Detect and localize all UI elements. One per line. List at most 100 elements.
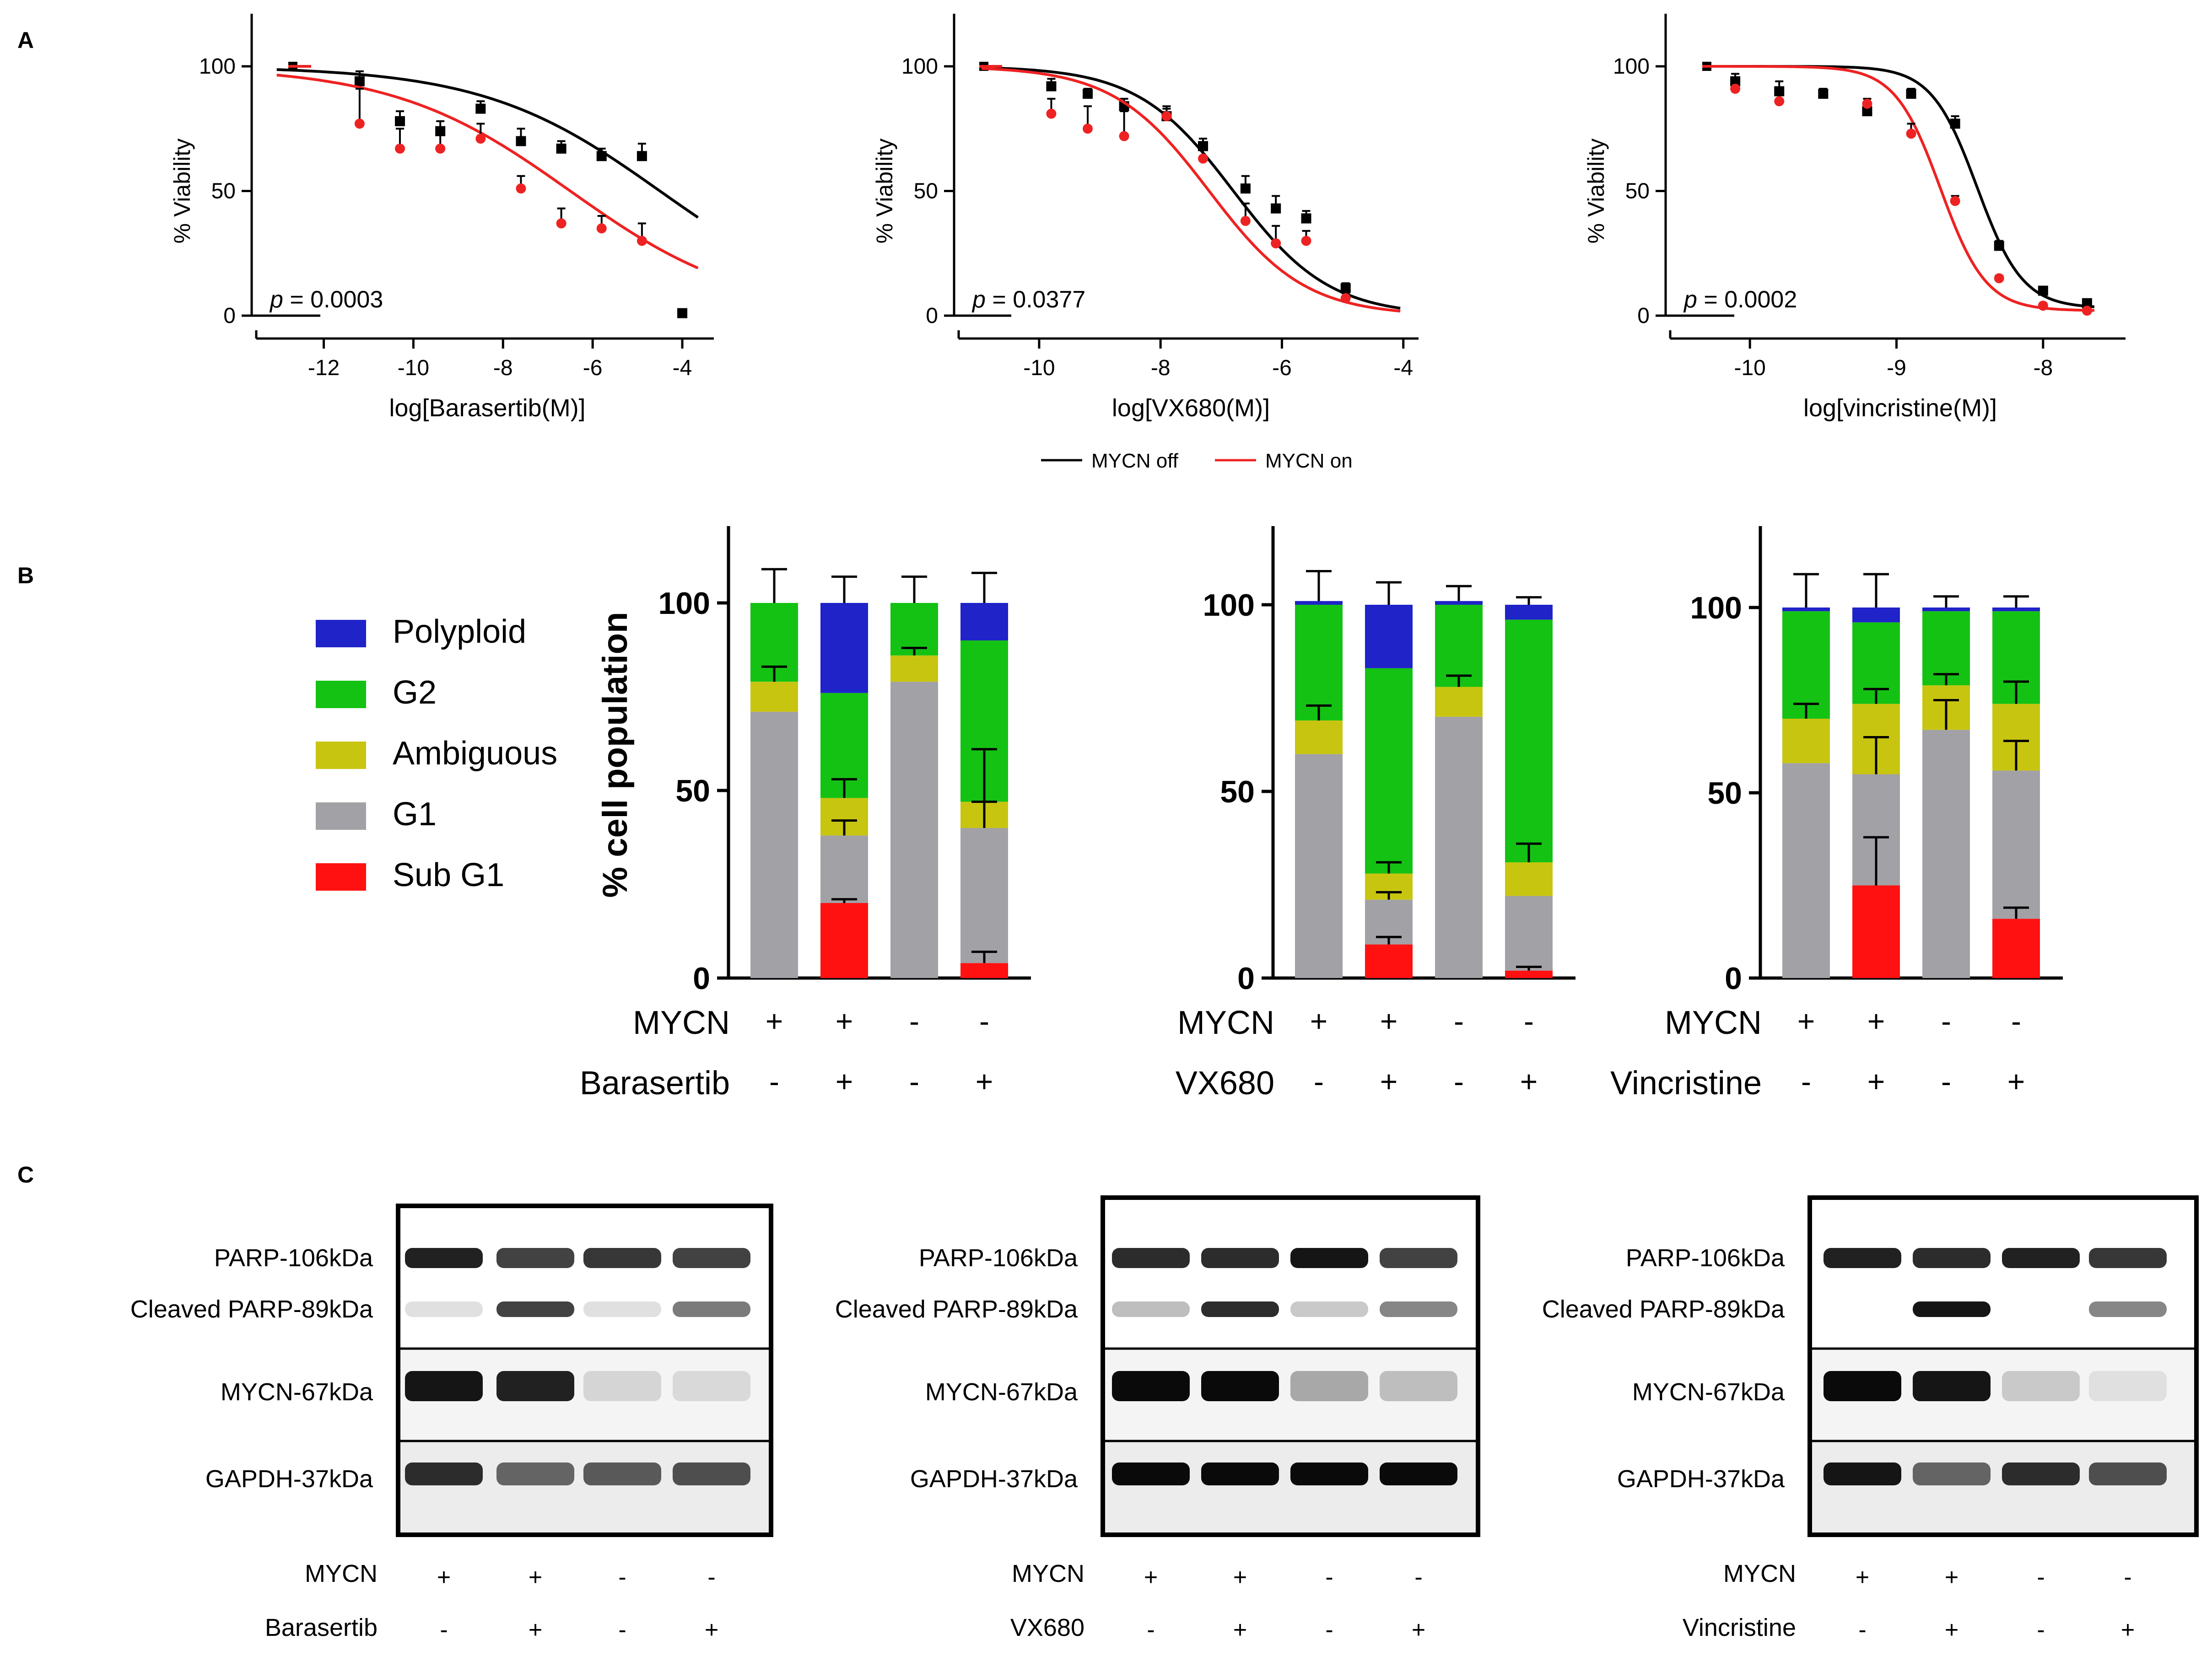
series-mycn-on xyxy=(276,65,699,269)
p-symbol: p xyxy=(269,286,290,313)
legend-b-label: Polyploid xyxy=(393,613,526,650)
fit-curve xyxy=(276,68,699,219)
bar-segment-g1 xyxy=(1295,754,1343,978)
legend-a: MYCN off MYCN on xyxy=(1041,450,1353,472)
bar-segment-sub-g1 xyxy=(1365,944,1413,978)
dose-response-barasertib: 0 50 100 % Viability -12 -10 -8 -6 -4 log[Baraser… xyxy=(169,14,714,422)
band-parp xyxy=(1824,1248,1901,1268)
data-point xyxy=(1818,88,1829,99)
mycn-sign: + xyxy=(766,1004,783,1038)
legend-a-on-label: MYCN on xyxy=(1265,450,1353,472)
y-axis-title: % cell population xyxy=(596,612,635,898)
drug-sign: - xyxy=(1314,1065,1324,1098)
legend-b-swatch-ambiguous xyxy=(316,742,366,769)
x-axis-title: log[Barasertib(M)] xyxy=(389,394,585,422)
blot-strip-gapdh xyxy=(1105,1442,1476,1532)
mycn-sign: - xyxy=(1941,1004,1951,1038)
data-point xyxy=(1301,213,1311,224)
data-point xyxy=(1340,283,1351,294)
drug-sign: + xyxy=(2121,1617,2135,1643)
x-tick-label: -8 xyxy=(1151,356,1171,380)
band-gapdh xyxy=(496,1462,574,1485)
bar-segment-polyploid xyxy=(1505,605,1553,620)
bar-segment-ambiguous xyxy=(1782,719,1830,763)
p-value: = 0.0377 xyxy=(992,286,1085,313)
legend-b-swatch-sub-g1 xyxy=(316,863,366,891)
bar-segment-g2 xyxy=(1295,605,1343,720)
p-value: = 0.0003 xyxy=(290,286,383,313)
drug-sign: - xyxy=(1801,1065,1811,1098)
row-label-drug: Vincristine xyxy=(1683,1614,1796,1641)
drug-sign: + xyxy=(976,1065,993,1098)
drug-sign: - xyxy=(440,1617,448,1643)
legend-b-swatch-g1 xyxy=(316,802,366,830)
band-parp xyxy=(2002,1248,2080,1268)
mycn-sign: + xyxy=(1233,1564,1247,1591)
y-tick-label: 100 xyxy=(901,54,938,79)
bar-segment-g2 xyxy=(1435,605,1483,687)
band-cleaved xyxy=(405,1301,483,1317)
data-point xyxy=(1198,153,1209,164)
stacked-bar xyxy=(820,575,868,978)
bar-segment-sub-g1 xyxy=(1505,970,1553,978)
data-point xyxy=(1340,293,1351,303)
data-point xyxy=(637,151,647,161)
data-point xyxy=(677,308,688,318)
p-value: = 0.0002 xyxy=(1704,286,1797,313)
bar-segment-polyploid xyxy=(1782,608,1830,612)
mycn-sign: + xyxy=(1310,1004,1328,1038)
p-value-label: p = 0.0377 xyxy=(971,286,1085,313)
blot-label: PARP-106kDa xyxy=(1626,1244,1785,1272)
drug-sign: + xyxy=(1945,1617,1958,1643)
series-mycn-off xyxy=(276,62,699,318)
blot-strip-gapdh xyxy=(400,1442,769,1532)
bar-segment-ambiguous xyxy=(750,682,798,712)
blot-label: MYCN-67kDa xyxy=(1632,1378,1785,1406)
data-point xyxy=(1046,108,1057,119)
x-tick-label: -6 xyxy=(1272,356,1292,380)
x-tick-label: -4 xyxy=(1393,356,1413,380)
band-cleaved xyxy=(1112,1301,1190,1317)
series-mycn-on xyxy=(1702,65,2094,316)
mycn-sign: + xyxy=(437,1564,451,1591)
y-tick-label: 100 xyxy=(199,54,236,79)
western-blot-barasertib: PARP-106kDa Cleaved PARP-89kDa MYCN-67kDa G… xyxy=(130,1204,773,1643)
mycn-sign: - xyxy=(2037,1564,2045,1591)
drug-sign: - xyxy=(2037,1617,2045,1643)
band-cleaved xyxy=(1201,1301,1279,1317)
bar-segment-polyploid xyxy=(1992,608,2040,612)
dose-response-vx680: 0 50 100 % Viability -10 -8 -6 -4 log[VX680(M)] p… xyxy=(872,14,1419,422)
bar-segment-polyploid xyxy=(820,603,868,693)
mycn-sign: - xyxy=(1325,1564,1333,1591)
mycn-sign: + xyxy=(836,1004,853,1038)
bar-segment-polyploid xyxy=(1852,608,1900,623)
y-tick-label: 0 xyxy=(693,961,710,996)
band-gapdh xyxy=(1913,1462,1991,1485)
band-mycn xyxy=(1201,1371,1279,1401)
stacked-bar xyxy=(1295,570,1343,978)
legend-b-label: G2 xyxy=(393,674,437,711)
band-cleaved xyxy=(2089,1301,2167,1317)
data-point xyxy=(475,134,486,144)
y-tick-label: 50 xyxy=(1625,179,1650,204)
mycn-sign: - xyxy=(1454,1004,1464,1038)
y-tick-label: 100 xyxy=(1203,588,1255,623)
y-tick-label: 0 xyxy=(1725,961,1742,996)
blot-label: PARP-106kDa xyxy=(214,1244,373,1272)
y-axis-title: % Viability xyxy=(169,139,195,244)
data-point xyxy=(1862,106,1872,117)
mycn-sign: + xyxy=(529,1564,542,1591)
western-blot-vx680: PARP-106kDa Cleaved PARP-89kDa MYCN-67kDa G… xyxy=(835,1195,1480,1643)
bar-segment-polyploid xyxy=(1435,601,1483,605)
blot-label: GAPDH-37kDa xyxy=(1617,1465,1785,1493)
bar-segment-g1 xyxy=(1922,730,1970,978)
data-point xyxy=(516,136,526,146)
y-tick-label: 50 xyxy=(1220,774,1255,809)
p-value-label: p = 0.0003 xyxy=(269,286,383,313)
stacked-bar xyxy=(1852,573,1900,978)
bar-segment-g1 xyxy=(1505,896,1553,971)
data-point xyxy=(1046,81,1057,91)
data-point xyxy=(1240,183,1251,194)
bar-segment-g2 xyxy=(1782,611,1830,719)
drug-sign: - xyxy=(1325,1617,1333,1643)
